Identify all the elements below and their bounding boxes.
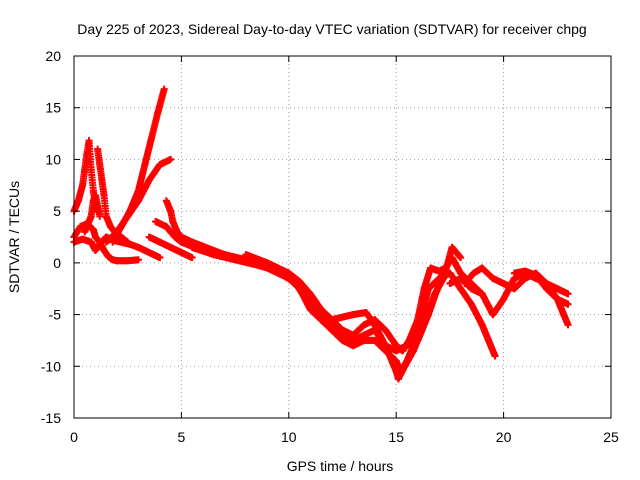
y-tick-label: 10: [45, 151, 61, 167]
chart-title: Day 225 of 2023, Sidereal Day-to-day VTE…: [77, 21, 586, 37]
data-point: [188, 254, 196, 262]
data-point: [160, 85, 168, 93]
data-markers: [70, 85, 572, 383]
series-track-d: [81, 192, 104, 236]
data-point: [564, 290, 572, 298]
x-tick-label: 10: [281, 429, 297, 445]
x-axis-ticks: 0 5 10 15 20 25: [70, 56, 619, 445]
data-point: [167, 155, 175, 163]
y-axis-ticks: -15 -10 -5 0 5 10 15 20: [41, 48, 611, 426]
y-axis-label: SDTVAR / TECUs: [6, 181, 22, 293]
data-point: [134, 256, 142, 264]
series-track-h: [145, 233, 196, 262]
x-tick-label: 0: [70, 429, 78, 445]
data-point: [564, 300, 572, 308]
data-point: [156, 254, 164, 262]
series-track-m: [242, 251, 443, 355]
x-tick-label: 20: [496, 429, 512, 445]
y-tick-label: -15: [41, 410, 61, 426]
data-point: [491, 352, 499, 360]
data-point: [478, 290, 486, 298]
x-axis-label: GPS time / hours: [287, 458, 394, 474]
plot-frame: [73, 55, 612, 419]
x-tick-label: 15: [388, 429, 404, 445]
y-tick-label: 0: [53, 255, 61, 271]
y-tick-label: 5: [53, 203, 61, 219]
data-point: [435, 280, 443, 288]
series-track-o: [510, 267, 572, 308]
series-track-p: [446, 274, 486, 298]
series-track-g: [102, 155, 175, 246]
y-tick-label: 15: [45, 100, 61, 116]
y-tick-label: -5: [49, 307, 62, 323]
data-point: [124, 238, 132, 246]
y-tick-label: 20: [45, 48, 61, 64]
data-point: [564, 321, 572, 329]
data-point: [457, 254, 465, 262]
y-tick-label: -10: [41, 358, 61, 374]
x-tick-label: 5: [178, 429, 186, 445]
x-tick-label: 25: [603, 429, 619, 445]
data-point: [96, 212, 104, 220]
